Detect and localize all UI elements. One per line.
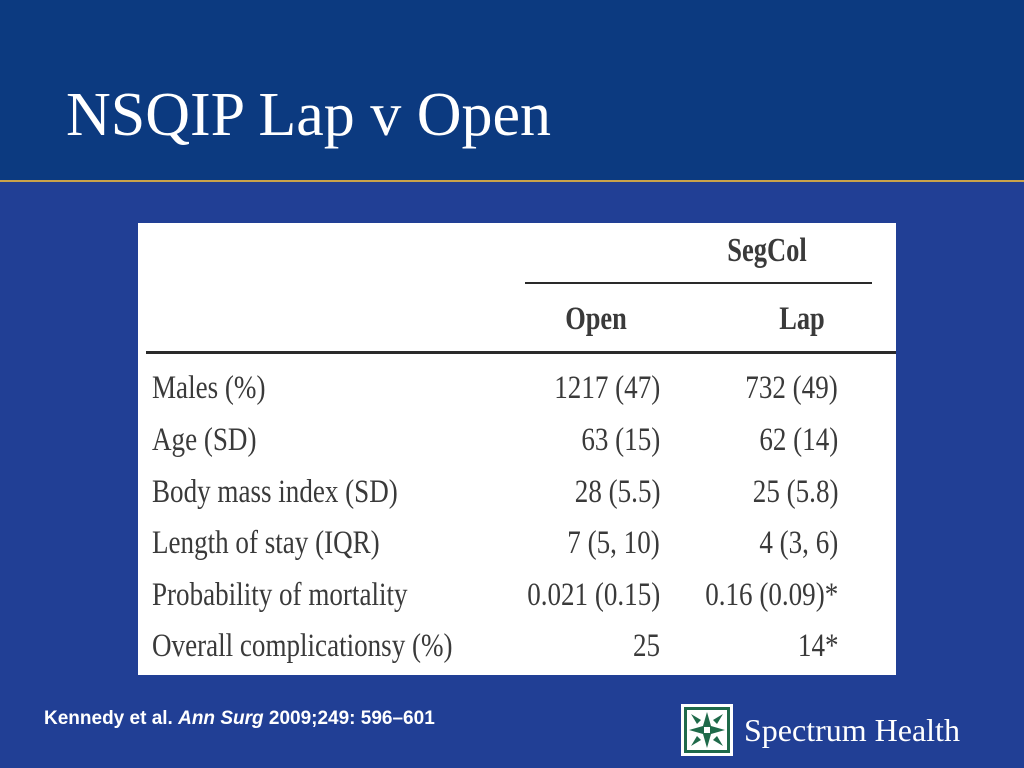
row-label: Length of stay (IQR) xyxy=(152,525,380,561)
row-label: Overall complicationsy (%) xyxy=(152,628,453,664)
table-row: Overall complicationsy (%) 25 14* xyxy=(138,621,896,671)
column-header-lap: Lap xyxy=(779,301,825,337)
citation: Kennedy et al. Ann Surg 2009;249: 596–60… xyxy=(44,708,435,730)
open-value: 1217 (47) xyxy=(554,370,660,406)
open-value: 63 (15) xyxy=(581,422,660,458)
table-row: Probability of mortality 0.021 (0.15) 0.… xyxy=(138,570,896,620)
row-label: Body mass index (SD) xyxy=(152,474,398,510)
data-table: SegCol Open Lap Males (%) 1217 (47) 732 … xyxy=(138,223,896,675)
header-divider-rule xyxy=(146,351,896,354)
citation-authors: Kennedy et al. xyxy=(44,708,173,729)
row-label: Probability of mortality xyxy=(152,577,408,613)
brand-name: Spectrum Health xyxy=(744,712,960,748)
group-label: SegCol xyxy=(727,232,807,269)
lap-value: 4 (3, 6) xyxy=(759,525,838,561)
open-value: 25 xyxy=(632,628,660,664)
row-label: Age (SD) xyxy=(152,422,257,458)
group-divider xyxy=(525,282,872,284)
spectrum-health-logo-icon xyxy=(681,704,733,756)
row-label: Males (%) xyxy=(152,370,266,406)
lap-value: 62 (14) xyxy=(759,422,838,458)
lap-value: 732 (49) xyxy=(745,370,838,406)
table-row: Males (%) 1217 (47) 732 (49) xyxy=(138,363,896,413)
open-value: 0.021 (0.15) xyxy=(526,577,660,613)
lap-value: 0.16 (0.09)* xyxy=(704,577,838,613)
slide-title: NSQIP Lap v Open xyxy=(66,81,552,149)
citation-journal: Ann Surg xyxy=(178,708,264,729)
open-value: 28 (5.5) xyxy=(574,474,660,510)
column-header-open: Open xyxy=(565,301,627,337)
lap-value: 14* xyxy=(797,628,838,664)
citation-details: 2009;249: 596–601 xyxy=(268,708,435,729)
header-divider xyxy=(0,180,1024,182)
lap-value: 25 (5.8) xyxy=(752,474,838,510)
table-row: Length of stay (IQR) 7 (5, 10) 4 (3, 6) xyxy=(138,518,896,568)
table-row: Age (SD) 63 (15) 62 (14) xyxy=(138,415,896,465)
open-value: 7 (5, 10) xyxy=(567,525,660,561)
table-row: Body mass index (SD) 28 (5.5) 25 (5.8) xyxy=(138,467,896,517)
slide-header xyxy=(0,0,1024,180)
